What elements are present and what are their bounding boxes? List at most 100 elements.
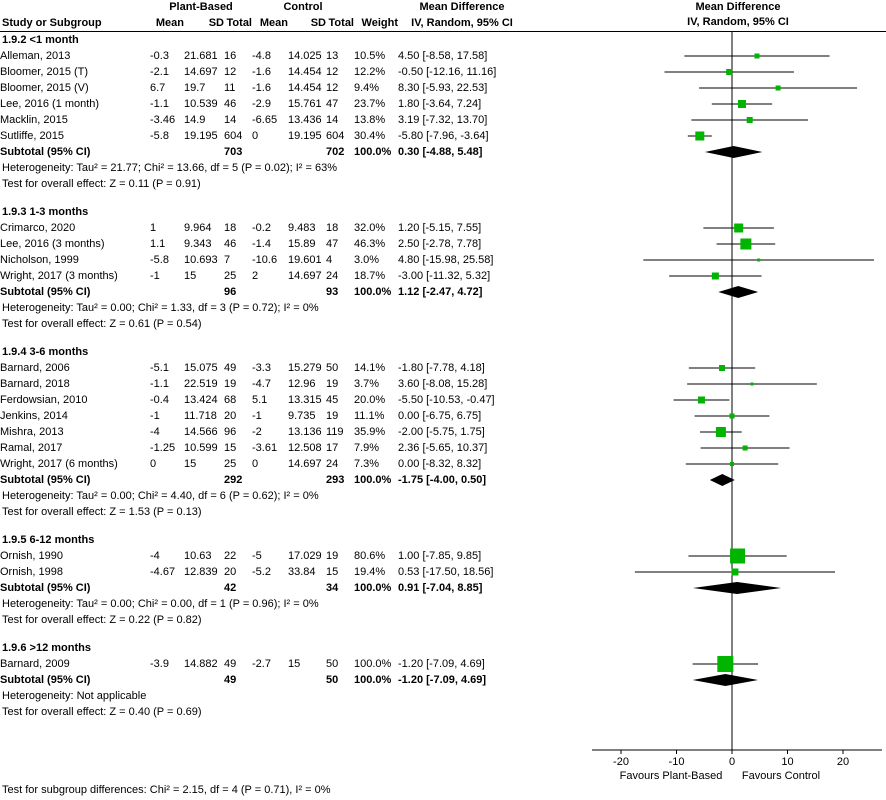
total-pb-cell: 12 [224,66,237,78]
subtotal-label: Subtotal (95% CI) [0,286,91,298]
sd-pb-cell: 13.424 [184,394,218,406]
weight-cell: 3.7% [354,378,380,390]
sd-control-cell: 14.697 [288,458,322,470]
weight-cell: 20.0% [354,394,386,406]
study-row: Ornish, 1998 -4.67 12.839 20 -5.2 33.84 15 19.4… [0,564,586,580]
sd-control-cell [288,284,326,300]
subtotal-diamond [692,674,759,686]
total-control-cell: 24 [326,270,339,282]
mean-control-cell: -2.7 [252,658,271,670]
ci-text-cell: 1.00 [-7.85, 9.85] [398,550,482,562]
effect-square [757,258,761,262]
plot-title-method: IV, Random, 95% CI [687,16,789,28]
effect-square [746,117,753,123]
subtotal-row: Subtotal (95% CI) 292 293 100.0% -1.75 [-4.0… [0,472,586,488]
effect-square [726,69,733,75]
total-pb-cell: 14 [224,114,237,126]
total-pb-cell: 18 [224,222,237,234]
mean-pb-cell: -4 [150,426,160,438]
mean-control-cell: -6.65 [252,114,278,126]
mean-pb-cell: -0.3 [150,50,169,62]
sd-pb-cell: 21.681 [184,50,218,62]
subtotal-diamond [718,286,759,298]
effect-square [731,568,739,576]
mean-pb-cell: 0 [150,458,157,470]
study-row: Sutliffe, 2015 -5.8 19.195 604 0 19.195 604 30.… [0,128,586,144]
mean-pb-cell [150,284,184,300]
mean-pb-cell: -3.46 [150,114,176,126]
effect-square [775,85,781,91]
total-control-cell: 702 [326,146,345,158]
study-row: Ornish, 1990 -4 10.63 22 -5 17.029 19 80.6% 1.00… [0,548,586,564]
study-row: Barnard, 2018 -1.1 22.519 19 -4.7 12.96 19 3.7%… [0,376,586,392]
study-row: Ramal, 2017 -1.25 10.599 15 -3.61 12.508 17 7.9… [0,440,586,456]
overall-effect-row: Test for overall effect: Z = 0.40 (P = 0… [0,704,586,720]
heterogeneity-row-label: Heterogeneity: Tau² = 0.00; Chi² = 4.40,… [2,490,319,502]
subgroup-header-row-label: 1.9.5 6-12 months [2,534,95,546]
mean-pb-cell: -1.1 [150,98,169,110]
heterogeneity-row-label: Heterogeneity: Not applicable [2,690,147,702]
ci-text-cell: -5.80 [-7.96, -3.64] [398,130,489,142]
ci-text-cell: 0.00 [-6.75, 6.75] [398,410,482,422]
effect-square [697,396,705,404]
sd-control-cell: 14.454 [288,66,322,78]
mean-pb-cell: -3.9 [150,658,169,670]
mean-pb-cell: -5.8 [150,130,169,142]
effect-square [737,100,746,108]
sd-control-cell: 9.735 [288,410,316,422]
study-name: Alleman, 2013 [0,50,71,62]
weight-cell: 35.9% [354,426,386,438]
ci-text-cell: -0.50 [-12.16, 11.16] [398,66,497,78]
sd-pb-cell: 15 [184,270,197,282]
subtotal-row: Subtotal (95% CI) 96 93 100.0% 1.12 [-2.47, … [0,284,586,300]
mean-control-cell: -2 [252,426,262,438]
mean-control-cell: -0.2 [252,222,271,234]
study-name: Nicholson, 1999 [0,254,79,266]
ci-text-cell: 0.91 [-7.04, 8.85] [398,582,483,594]
weight-cell: 18.7% [354,270,386,282]
weight-cell: 19.4% [354,566,386,578]
total-pb-cell: 96 [224,286,237,298]
sd-pb-cell: 10.539 [184,98,218,110]
table-header: Plant-Based Control Mean Difference Stud… [0,0,886,32]
total-pb-cell: 46 [224,98,237,110]
total-pb-cell: 11 [224,82,236,94]
sd-pb-cell [184,672,224,688]
sd-control-cell: 9.483 [288,222,316,234]
mean-pb-cell: -5.1 [150,362,169,374]
weight-cell: 7.3% [354,458,380,470]
total-control-cell: 19 [326,550,339,562]
heterogeneity-row: Heterogeneity: Tau² = 0.00; Chi² = 0.00,… [0,596,586,612]
weight-cell: 14.1% [354,362,386,374]
total-control-cell: 4 [326,254,333,266]
sd-pb-cell: 10.63 [184,550,212,562]
total-pb-cell: 25 [224,458,237,470]
mean-control-cell: -1 [252,410,262,422]
sd-pb-cell [184,580,224,596]
total-control-cell: 47 [326,238,339,250]
sd-pb-cell [184,472,224,488]
column-header-total-control: Total [328,17,354,29]
study-row: Bloomer, 2015 (V) 6.7 19.7 11 -1.6 14.454 12 9.… [0,80,586,96]
sd-pb-cell: 22.519 [184,378,218,390]
total-control-cell: 17 [326,442,339,454]
axis-tick-label: 0 [729,756,735,768]
effect-square [750,382,754,386]
mean-pb-cell: 1 [150,222,157,234]
column-header-mean-control: Mean [259,17,288,29]
study-name: Barnard, 2006 [0,362,70,374]
weight-cell: 32.0% [354,222,386,234]
mean-control-cell: -5.2 [252,566,271,578]
ci-text-cell: -3.00 [-11.32, 5.32] [398,270,491,282]
subgroup-header-row: 1.9.3 1-3 months [0,204,586,220]
study-name: Ramal, 2017 [0,442,63,454]
total-pb-cell: 19 [224,378,237,390]
column-header-sd-control: SD [310,17,326,29]
study-row: Barnard, 2009 -3.9 14.882 49 -2.7 15 50 100.0% -… [0,656,586,672]
sd-control-cell: 12.508 [288,442,322,454]
spacer-row [0,332,586,344]
weight-cell: 46.3% [354,238,386,250]
total-pb-cell: 49 [224,658,237,670]
effect-square [719,365,726,371]
total-control-cell: 14 [326,114,339,126]
